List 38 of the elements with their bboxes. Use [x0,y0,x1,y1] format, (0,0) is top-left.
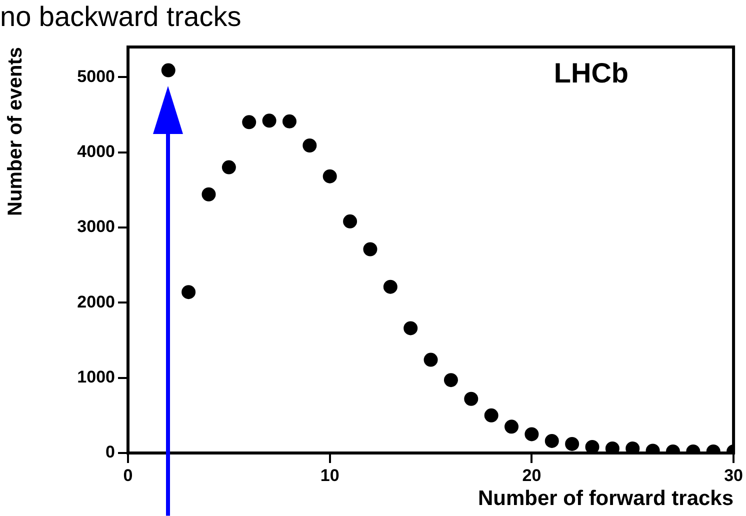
y-tick-label: 3000 [77,217,115,236]
annotation: LHCb [554,58,629,89]
point [404,321,418,336]
point [242,115,256,130]
point [202,187,216,202]
point [424,352,438,367]
point [322,169,337,184]
point [626,441,640,453]
point [444,373,458,388]
y-tick-label: 1000 [77,368,115,386]
point [605,441,620,453]
y-tick-label: 4000 [77,142,115,161]
point [484,408,498,422]
point [222,160,236,174]
point [585,440,600,453]
point [464,392,478,406]
point [504,420,519,434]
y-tick-label: 5000 [77,66,115,86]
x-tick-label: 20 [522,466,542,485]
x-tick-label: 30 [724,466,744,485]
point [544,434,559,448]
x-axis-title: Number of forward tracks [478,487,734,510]
point [262,114,276,128]
y-tick-label: 0 [106,442,115,462]
y-axis-title: Number of events [4,47,27,216]
point [343,214,358,228]
point [282,114,296,128]
y-tick-label: 2000 [77,292,115,312]
point [182,285,196,300]
point [161,63,176,78]
x-tick-label: 0 [123,466,133,485]
point [302,138,317,152]
point [565,436,580,451]
point [383,280,398,294]
point [524,427,539,442]
annotation: no backward tracks [0,0,242,34]
x-tick-label: 10 [320,466,340,485]
point [363,242,378,256]
